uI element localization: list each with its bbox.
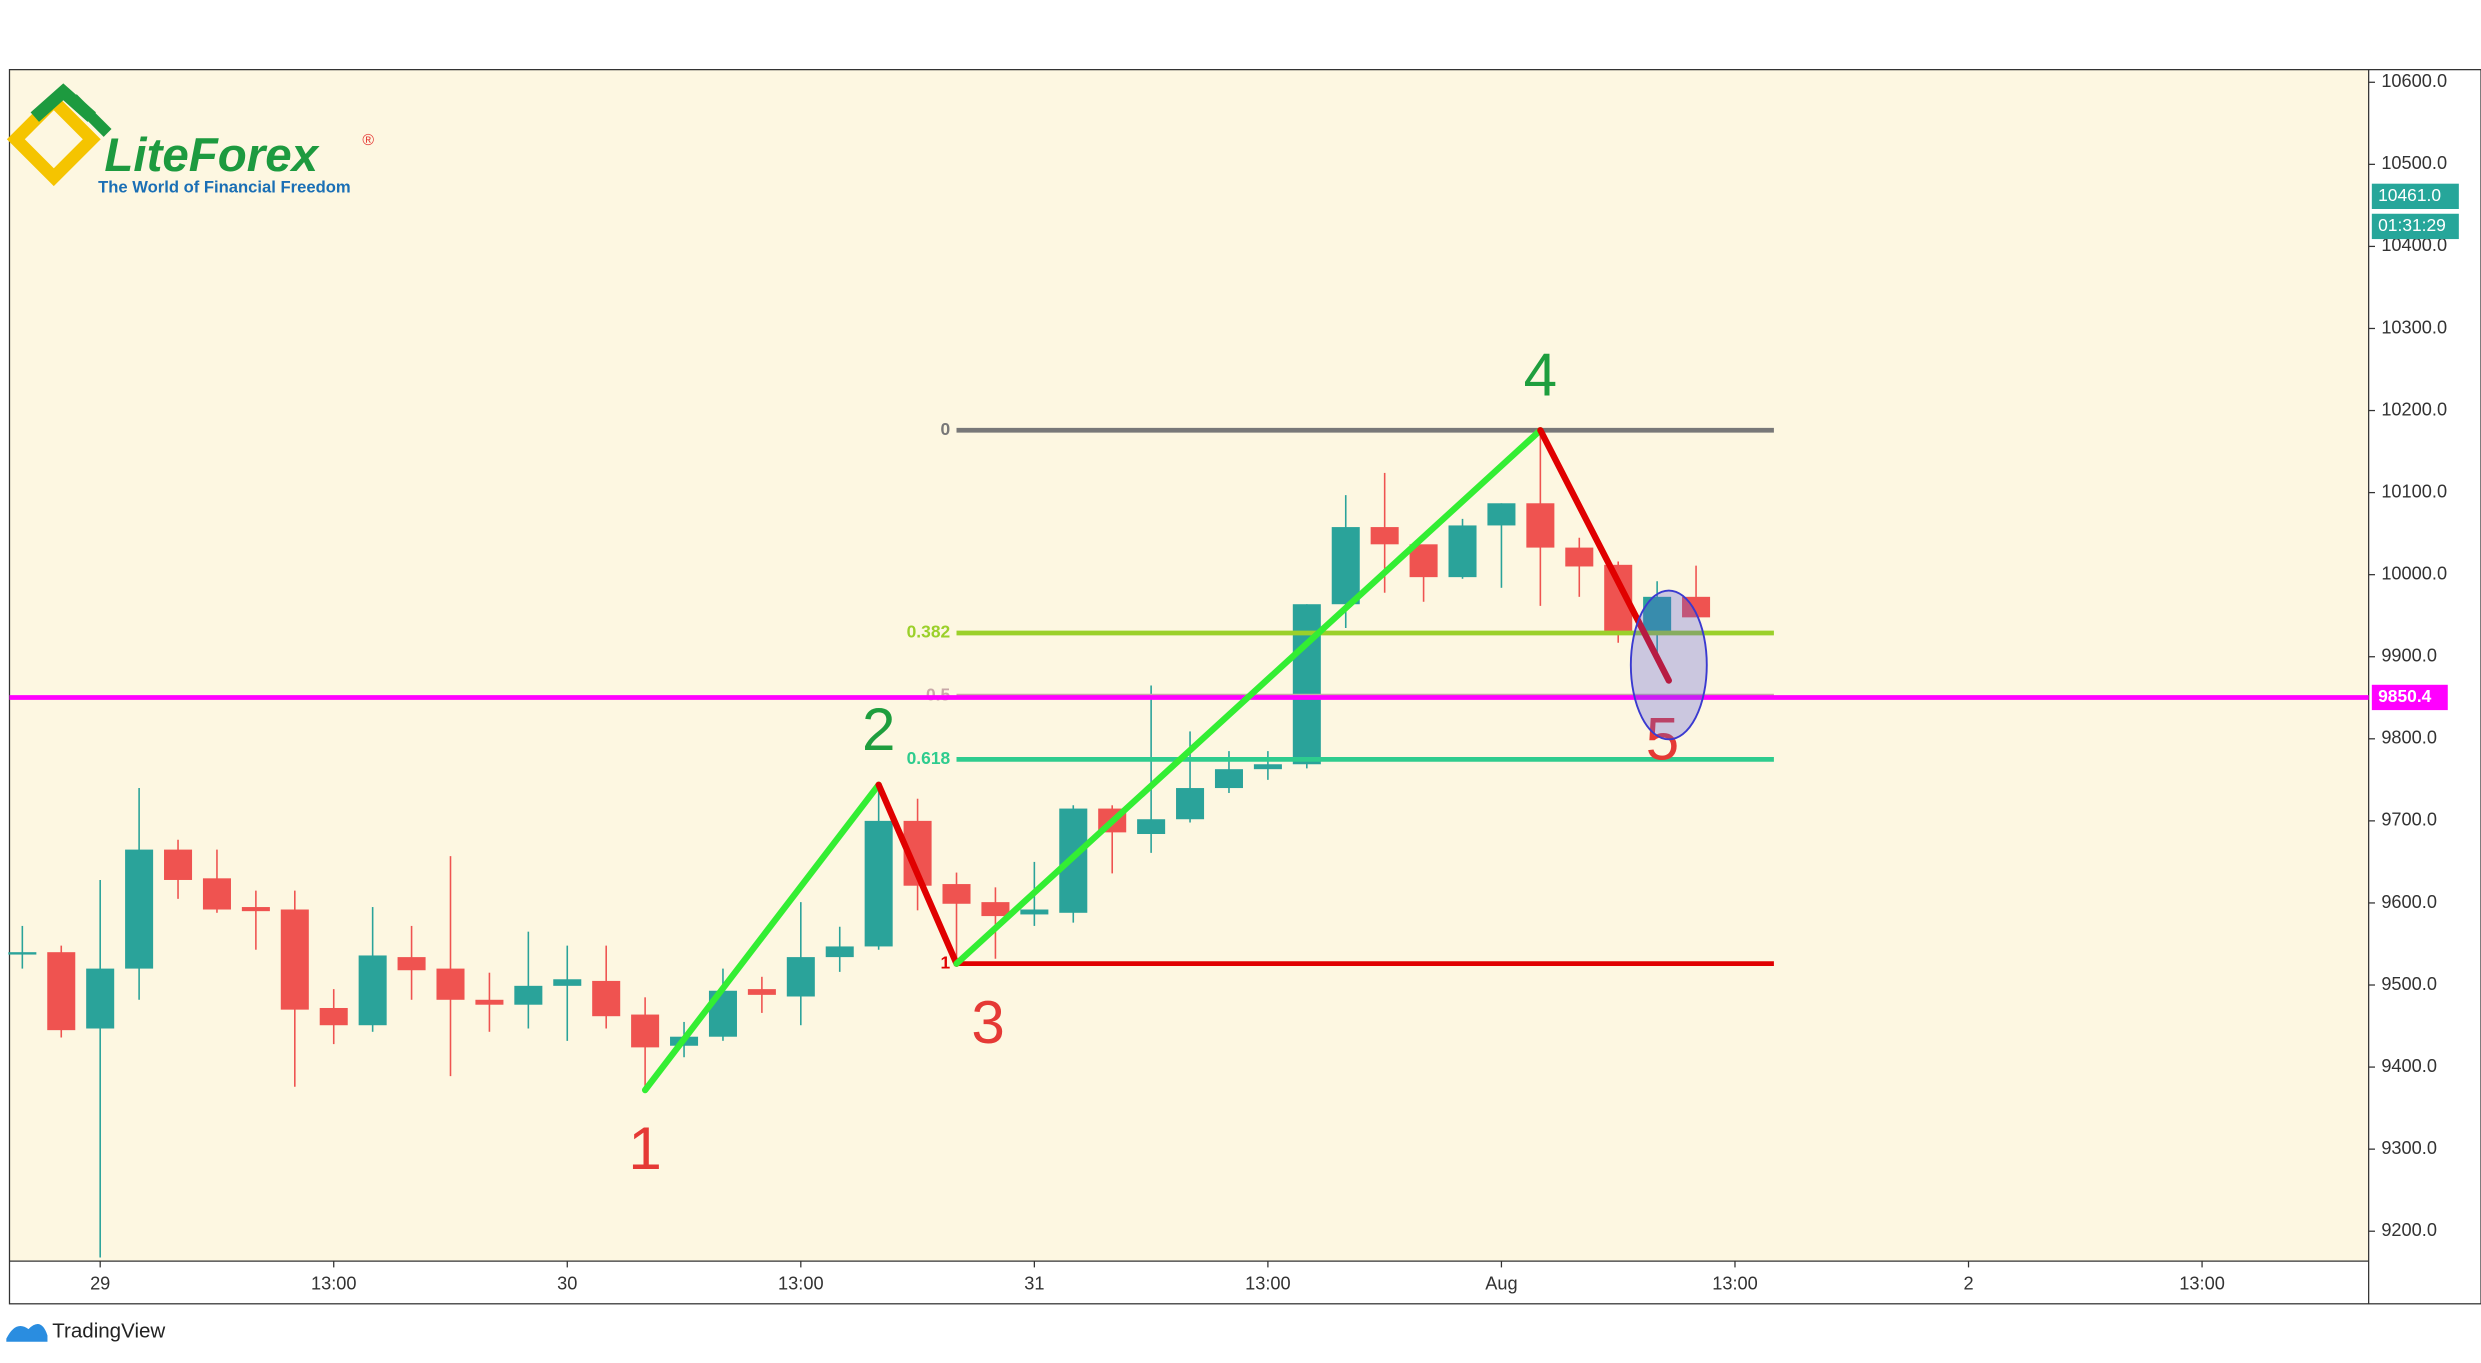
wave-label: 4: [1524, 341, 1557, 408]
candle-body: [436, 968, 465, 1000]
y-tick-label: 9400.0: [2381, 1056, 2437, 1076]
wave-segment: [641, 781, 882, 1094]
footer-text: TradingView: [52, 1320, 165, 1343]
y-tick-label: 9600.0: [2381, 892, 2437, 912]
wave-label: 3: [971, 989, 1004, 1056]
fib-label: 0.382: [907, 622, 951, 642]
price-tag: [2371, 183, 2459, 210]
footer: TradingView: [6, 1320, 165, 1343]
price-tag-label: 9850.4: [2378, 686, 2432, 706]
candle-body: [8, 952, 37, 955]
y-tick-label: 10300.0: [2381, 317, 2447, 337]
x-tick-label: 29: [90, 1274, 110, 1294]
candle-body: [553, 979, 582, 986]
candle-body: [786, 957, 815, 997]
y-tick-label: 9200.0: [2381, 1220, 2437, 1240]
fib-label: 1: [941, 952, 951, 972]
candle-body: [1409, 544, 1438, 578]
y-tick-label: 9700.0: [2381, 810, 2437, 830]
fib-label: 0.5: [926, 685, 951, 705]
y-tick-label: 9900.0: [2381, 646, 2437, 666]
candle-body: [47, 952, 76, 1031]
candle-body: [86, 968, 115, 1029]
candle-body: [397, 957, 426, 971]
candle-body: [981, 902, 1010, 917]
logo-mark: ®: [362, 132, 374, 149]
x-tick-label: 13:00: [2179, 1274, 2225, 1294]
price-tag-label: 10461.0: [2378, 185, 2441, 205]
x-tick-label: Aug: [1485, 1274, 1517, 1294]
candle-body: [942, 884, 971, 904]
candle-body: [358, 955, 387, 1026]
countdown-tag: [2371, 213, 2459, 240]
candle-body: [1370, 527, 1399, 545]
candle-body: [164, 849, 193, 880]
candle-body: [1331, 527, 1360, 605]
x-tick-label: 13:00: [1245, 1274, 1291, 1294]
wave-segment: [1537, 427, 1672, 684]
candle-body: [1526, 503, 1555, 548]
x-tick-label: 13:00: [1712, 1274, 1758, 1294]
x-tick-label: 2: [1963, 1274, 1973, 1294]
candle-body: [747, 989, 776, 995]
y-tick-label: 9800.0: [2381, 728, 2437, 748]
candle-body: [125, 849, 154, 969]
price-tag: [2371, 684, 2448, 711]
y-tick-label: 10100.0: [2381, 481, 2447, 501]
candle-body: [514, 985, 543, 1005]
wave-segment: [953, 427, 1544, 967]
candle-body: [631, 1014, 660, 1048]
candle-body: [475, 999, 504, 1005]
logo-name: LiteForex: [104, 129, 319, 182]
x-tick-label: 31: [1024, 1274, 1044, 1294]
wave-segment: [875, 781, 960, 967]
y-tick-label: 10500.0: [2381, 153, 2447, 173]
candle-body: [1292, 604, 1321, 765]
wave-label: 1: [628, 1115, 661, 1182]
candle-body: [1487, 503, 1516, 526]
candle-body: [1565, 547, 1594, 567]
y-tick-label: 10000.0: [2381, 563, 2447, 583]
highlight-ellipse: [1629, 589, 1708, 741]
y-tick-label: 9500.0: [2381, 974, 2437, 994]
candle-body: [1253, 764, 1282, 770]
plot-area: [9, 69, 2369, 1262]
x-tick-label: 13:00: [778, 1274, 824, 1294]
candle-body: [1137, 819, 1166, 835]
candle-body: [1020, 909, 1049, 915]
y-tick-label: 10200.0: [2381, 399, 2447, 419]
y-tick-label: 10400.0: [2381, 235, 2447, 255]
fib-label: 0.618: [907, 748, 951, 768]
candle-body: [825, 946, 854, 958]
candle-body: [241, 907, 270, 912]
logo: LiteForex ® The World of Financial Freed…: [6, 83, 374, 197]
fib-label: 0: [941, 419, 951, 439]
x-tick-label: 30: [557, 1274, 577, 1294]
y-tick-label: 9300.0: [2381, 1138, 2437, 1158]
logo-tagline: The World of Financial Freedom: [98, 178, 351, 197]
countdown-label: 01:31:29: [2378, 215, 2446, 235]
candle-body: [592, 980, 621, 1017]
candle-body: [1214, 769, 1243, 789]
candle-body: [1176, 788, 1205, 820]
y-tick-label: 10600.0: [2381, 71, 2447, 91]
candle-body: [202, 878, 231, 910]
x-tick-label: 13:00: [311, 1274, 357, 1294]
frame: [8, 69, 2481, 1305]
candle-body: [864, 820, 893, 947]
footer-icon: [6, 1324, 48, 1342]
logo-icon: [68, 94, 112, 137]
wave-label: 2: [862, 696, 895, 763]
candle-body: [319, 1007, 348, 1026]
candle-body: [280, 909, 309, 1010]
candle-body: [1448, 525, 1477, 578]
